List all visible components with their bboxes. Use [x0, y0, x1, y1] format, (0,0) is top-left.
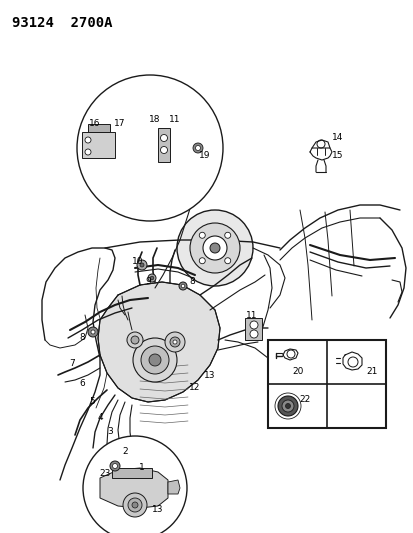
Text: 18: 18 — [149, 116, 160, 125]
Text: 7: 7 — [69, 359, 75, 367]
Text: 11: 11 — [246, 311, 257, 319]
Bar — [267, 340, 385, 428]
Circle shape — [131, 336, 139, 344]
Circle shape — [281, 400, 293, 412]
Polygon shape — [168, 480, 180, 494]
Circle shape — [181, 284, 184, 288]
Polygon shape — [100, 468, 168, 508]
Circle shape — [83, 436, 187, 533]
Circle shape — [199, 232, 205, 238]
Circle shape — [224, 232, 230, 238]
Text: 22: 22 — [299, 395, 310, 405]
Text: 13: 13 — [204, 370, 215, 379]
Circle shape — [127, 332, 142, 348]
Circle shape — [224, 258, 230, 264]
Circle shape — [88, 327, 98, 337]
Text: 12: 12 — [189, 384, 200, 392]
Circle shape — [123, 493, 147, 517]
Text: 11: 11 — [169, 116, 180, 125]
Circle shape — [91, 330, 95, 334]
Circle shape — [132, 502, 138, 508]
Text: 9: 9 — [145, 278, 150, 287]
Circle shape — [285, 403, 290, 408]
Circle shape — [165, 332, 185, 352]
Polygon shape — [112, 468, 152, 478]
Text: 10: 10 — [132, 257, 143, 266]
Circle shape — [140, 263, 144, 267]
Circle shape — [150, 276, 153, 280]
Text: 4: 4 — [97, 414, 102, 423]
Circle shape — [177, 210, 252, 286]
Circle shape — [128, 498, 142, 512]
Polygon shape — [158, 128, 170, 162]
Circle shape — [137, 260, 147, 270]
Circle shape — [149, 354, 161, 366]
Circle shape — [199, 258, 205, 264]
Circle shape — [141, 346, 169, 374]
Circle shape — [160, 134, 167, 141]
Circle shape — [202, 236, 226, 260]
Circle shape — [209, 243, 219, 253]
Text: 23: 23 — [99, 469, 110, 478]
Circle shape — [170, 337, 180, 347]
Circle shape — [110, 461, 120, 471]
Polygon shape — [82, 132, 115, 158]
Text: 19: 19 — [199, 151, 210, 160]
Circle shape — [277, 396, 297, 416]
Text: 8: 8 — [79, 334, 85, 343]
Circle shape — [112, 464, 117, 469]
Text: 8: 8 — [189, 278, 195, 287]
Circle shape — [249, 330, 257, 338]
Text: 13: 13 — [152, 505, 164, 514]
Text: 5: 5 — [89, 398, 95, 407]
Text: 15: 15 — [331, 150, 343, 159]
Circle shape — [77, 75, 223, 221]
Circle shape — [173, 340, 177, 344]
Circle shape — [190, 223, 240, 273]
Circle shape — [195, 146, 200, 150]
Circle shape — [85, 149, 91, 155]
Text: 17: 17 — [114, 118, 126, 127]
Text: 6: 6 — [79, 378, 85, 387]
Circle shape — [192, 143, 202, 153]
Polygon shape — [98, 282, 219, 402]
Text: 1: 1 — [139, 464, 145, 472]
Text: 16: 16 — [89, 118, 100, 127]
Text: 3: 3 — [107, 427, 113, 437]
Circle shape — [147, 274, 156, 282]
Text: 20: 20 — [292, 367, 303, 376]
Text: 21: 21 — [366, 367, 377, 376]
Text: 93124  2700A: 93124 2700A — [12, 16, 112, 30]
Circle shape — [178, 282, 187, 290]
Text: 14: 14 — [331, 133, 342, 142]
Text: 2: 2 — [122, 448, 128, 456]
Polygon shape — [88, 124, 110, 132]
Circle shape — [160, 147, 167, 154]
Circle shape — [85, 137, 91, 143]
Circle shape — [133, 338, 177, 382]
Polygon shape — [244, 318, 261, 340]
Circle shape — [249, 321, 257, 329]
